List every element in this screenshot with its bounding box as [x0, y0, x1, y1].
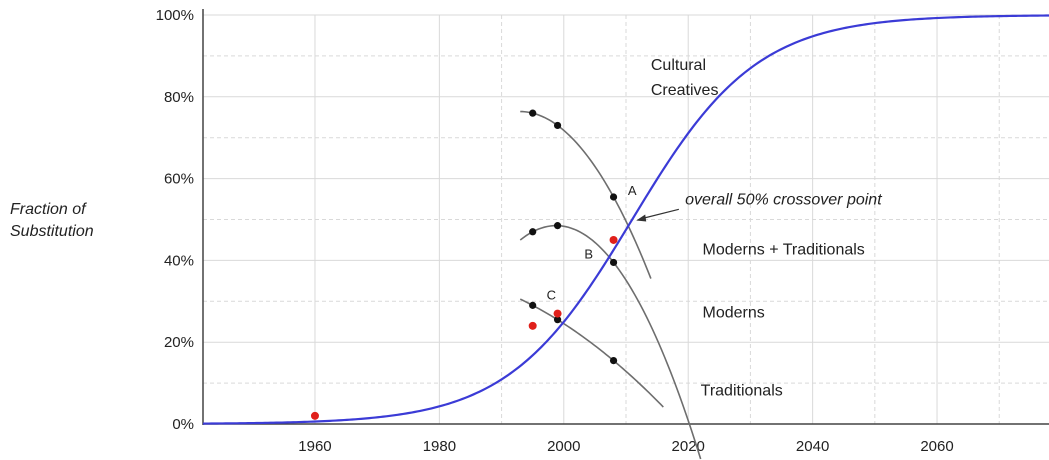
black-data-point [609, 357, 618, 365]
logistic-curve [202, 14, 1049, 425]
x-tick-label: 2000 [547, 438, 580, 455]
y-tick-label: 80% [164, 89, 194, 106]
series-label: Moderns [703, 305, 765, 322]
y-axis-label: Fraction of Substitution [10, 199, 160, 243]
black-data-point [529, 228, 537, 236]
annotations: Moderns + Traditionals Moderns Traditional… [547, 57, 883, 399]
crossover-arrow-head [636, 214, 647, 222]
black-data-point [609, 193, 618, 201]
x-tick-label: 2020 [672, 438, 705, 455]
y-tick-label: 60% [164, 171, 194, 188]
black-data-point [553, 222, 562, 230]
y-tick-label: 20% [164, 334, 194, 351]
x-tick-label: 2040 [796, 438, 829, 455]
point-letter-label: B [584, 246, 593, 261]
point-letter-label: A [628, 183, 637, 198]
data-points [310, 109, 618, 420]
tick-labels: 1960 1980 2000 2020 2040 2060 0% 20% 40% 60% 80% 10… [156, 7, 954, 455]
series-label: Traditionals [701, 382, 783, 399]
y-tick-label: 0% [172, 416, 194, 433]
black-data-point [529, 301, 537, 309]
series-label: Moderns + Traditionals [703, 241, 865, 258]
y-tick-label: 100% [156, 7, 194, 24]
curve-label-line-2: Creatives [651, 82, 719, 99]
trend-line [519, 224, 702, 460]
y-axis-label-line-1: Fraction of [10, 201, 86, 218]
black-data-point [529, 109, 537, 117]
red-data-point [310, 411, 319, 420]
trend-line [519, 298, 664, 408]
red-data-point [553, 309, 562, 318]
x-tick-label: 1980 [423, 438, 456, 455]
x-tick-label: 2060 [920, 438, 953, 455]
trend-lines [519, 110, 702, 460]
crossover-arrow-line [642, 208, 680, 220]
curve-label-line-1: Cultural [651, 57, 706, 74]
logistic-curve-line [202, 14, 1049, 425]
black-data-point [553, 121, 562, 130]
trend-line [520, 110, 652, 279]
black-data-point [553, 316, 562, 324]
y-axis-label-line-2: Substitution [10, 223, 94, 240]
black-data-point [609, 258, 618, 267]
x-tick-label: 1960 [298, 438, 331, 455]
axes [202, 9, 1049, 425]
point-letter-label: C [547, 287, 556, 302]
red-data-point [609, 235, 618, 244]
crossover-annotation: overall 50% crossover point [685, 191, 882, 208]
red-data-point [528, 321, 537, 330]
y-tick-label: 40% [164, 252, 194, 269]
